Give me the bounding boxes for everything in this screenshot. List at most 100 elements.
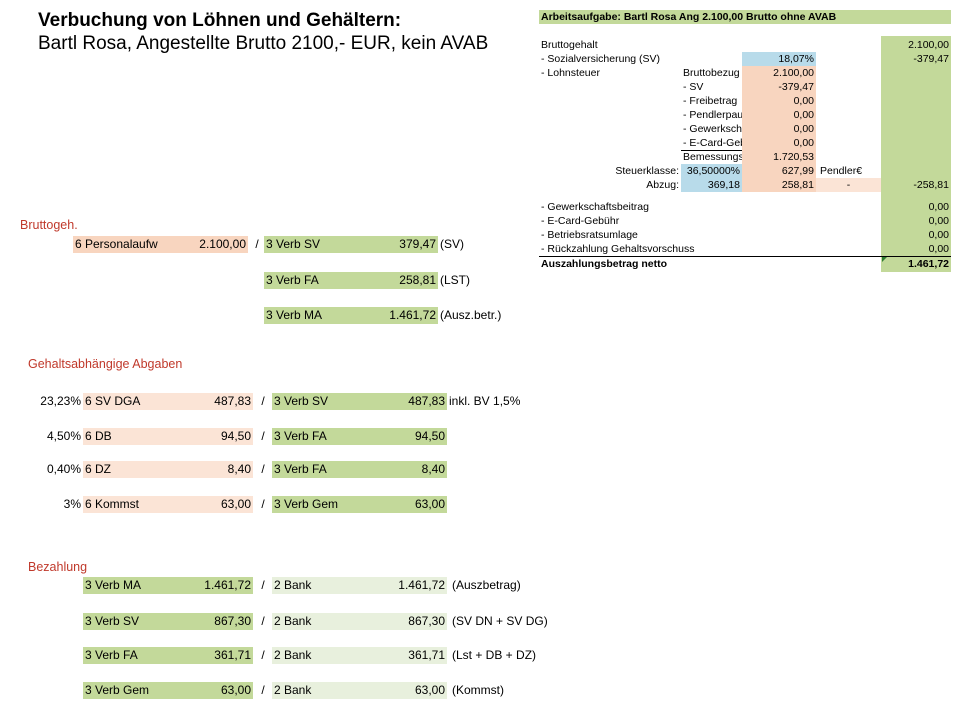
debit-amount: 1.461,72 bbox=[183, 577, 253, 594]
steuerklasse-value: 627,99 bbox=[742, 164, 816, 178]
calc-label: - Freibetrag bbox=[683, 95, 738, 107]
separator: / bbox=[261, 497, 265, 511]
debit-account: 3 Verb SV bbox=[83, 613, 183, 630]
lst-label: - Lohnsteuer bbox=[541, 67, 600, 79]
rate: 0,40% bbox=[46, 462, 81, 476]
credit-account: 3 Verb MA bbox=[264, 307, 344, 324]
rate: 3% bbox=[63, 497, 81, 511]
rate: 4,50% bbox=[46, 429, 81, 443]
credit-amount: 63,00 bbox=[357, 682, 447, 699]
worksheet-header: Arbeitsaufgabe: Bartl Rosa Ang 2.100,00 … bbox=[539, 10, 951, 24]
debit-account: 6 Personalaufw bbox=[73, 236, 193, 253]
credit-note: (SV DN + SV DG) bbox=[452, 614, 548, 628]
abzug-value: -258,81 bbox=[913, 179, 949, 191]
calc-value: 0,00 bbox=[742, 136, 816, 150]
credit-note: (Lst + DB + DZ) bbox=[452, 648, 537, 662]
calc-label: - Gewerkschaft bbox=[683, 123, 742, 135]
page-subtitle: Bartl Rosa, Angestellte Brutto 2100,- EU… bbox=[38, 33, 489, 54]
net-label: Auszahlungsbetrag netto bbox=[541, 258, 668, 270]
debit-amount: 2.100,00 bbox=[193, 236, 248, 253]
abzug-dash: - bbox=[816, 178, 881, 192]
credit-account: 2 Bank bbox=[272, 577, 357, 594]
deduction-value: 0,00 bbox=[928, 243, 949, 255]
calc-value: 0,00 bbox=[742, 94, 816, 108]
debit-amount: 63,00 bbox=[183, 682, 253, 699]
credit-amount: 258,81 bbox=[344, 272, 438, 289]
section-heading-abgaben: Gehaltsabhängige Abgaben bbox=[28, 357, 183, 371]
deduction-label: - E-Card-Gebühr bbox=[541, 215, 620, 227]
credit-amount: 94,50 bbox=[357, 428, 447, 445]
debit-amount: 94,50 bbox=[183, 428, 253, 445]
credit-amount: 361,71 bbox=[357, 647, 447, 664]
divider bbox=[539, 256, 951, 257]
debit-account: 3 Verb Gem bbox=[83, 682, 183, 699]
deduction-value: 0,00 bbox=[928, 201, 949, 213]
credit-account: 3 Verb FA bbox=[264, 272, 344, 289]
separator: / bbox=[255, 237, 259, 251]
calc-label: Bruttobezug bbox=[683, 67, 740, 79]
deduction-value: 0,00 bbox=[928, 215, 949, 227]
credit-amount: 379,47 bbox=[344, 236, 438, 253]
sv-value: -379,47 bbox=[913, 53, 949, 65]
abzug-a: 369,18 bbox=[681, 178, 742, 192]
deduction-label: - Gewerkschaftsbeitrag bbox=[541, 201, 649, 213]
credit-account: 3 Verb Gem bbox=[272, 496, 357, 513]
credit-amount: 1.461,72 bbox=[344, 307, 438, 324]
credit-note: (Ausz.betr.) bbox=[440, 308, 502, 322]
credit-note: inkl. BV 1,5% bbox=[449, 394, 521, 408]
credit-amount: 8,40 bbox=[357, 461, 447, 478]
calc-label: Bemessungsgrundlage bbox=[683, 151, 742, 163]
sv-rate: 18,07% bbox=[742, 52, 816, 66]
calc-value: 1.720,53 bbox=[742, 150, 816, 164]
debit-amount: 867,30 bbox=[183, 613, 253, 630]
separator: / bbox=[261, 429, 265, 443]
bruttogehalt-label: Bruttogehalt bbox=[541, 39, 598, 51]
debit-amount: 361,71 bbox=[183, 647, 253, 664]
worksheet: Arbeitsaufgabe: Bartl Rosa Ang 2.100,00 … bbox=[539, 10, 951, 272]
page-title: Verbuchung von Löhnen und Gehältern: bbox=[38, 10, 402, 31]
calc-label: - E-Card-Gebühr bbox=[683, 137, 742, 149]
credit-account: 3 Verb SV bbox=[272, 393, 357, 410]
credit-amount: 487,83 bbox=[357, 393, 447, 410]
calc-label: - SV bbox=[683, 81, 704, 93]
credit-account: 2 Bank bbox=[272, 682, 357, 699]
credit-account: 2 Bank bbox=[272, 647, 357, 664]
credit-note: (Kommst) bbox=[452, 683, 504, 697]
calc-value: 2.100,00 bbox=[742, 66, 816, 80]
calc-value: 0,00 bbox=[742, 122, 816, 136]
credit-note: (SV) bbox=[440, 237, 464, 251]
section-heading-bezahlung: Bezahlung bbox=[28, 560, 88, 574]
deduction-label: - Betriebsratsumlage bbox=[541, 229, 638, 241]
separator: / bbox=[261, 648, 265, 662]
deduction-value: 0,00 bbox=[928, 229, 949, 241]
abzug-label: Abzug: bbox=[646, 179, 679, 191]
debit-amount: 487,83 bbox=[183, 393, 253, 410]
credit-amount: 63,00 bbox=[357, 496, 447, 513]
calc-label: - Pendlerpauschale bbox=[683, 109, 742, 121]
credit-amount: 1.461,72 bbox=[357, 577, 447, 594]
credit-account: 3 Verb SV bbox=[264, 236, 344, 253]
sv-label: - Sozialversicherung (SV) bbox=[541, 53, 661, 65]
abzug-b: 258,81 bbox=[742, 178, 816, 192]
steuerklasse-label: Steuerklasse: bbox=[615, 165, 679, 177]
separator: / bbox=[261, 394, 265, 408]
net-value: 1.461,72 bbox=[908, 258, 949, 270]
separator: / bbox=[261, 462, 265, 476]
debit-account: 3 Verb FA bbox=[83, 647, 183, 664]
debit-account: 6 Kommst bbox=[83, 496, 183, 513]
rate: 23,23% bbox=[40, 394, 81, 408]
section-heading-bruttogehalt: Bruttogeh. bbox=[20, 218, 78, 232]
steuerklasse-rate: 36,50000% bbox=[681, 164, 742, 178]
separator: / bbox=[261, 683, 265, 697]
pendler-label: Pendler€ bbox=[820, 165, 863, 177]
debit-account: 3 Verb MA bbox=[83, 577, 183, 594]
credit-account: 3 Verb FA bbox=[272, 428, 357, 445]
deduction-label: - Rückzahlung Gehaltsvorschuss bbox=[541, 243, 695, 255]
debit-account: 6 DZ bbox=[83, 461, 183, 478]
debit-amount: 63,00 bbox=[183, 496, 253, 513]
value-column bbox=[881, 36, 951, 272]
bruttogehalt-value: 2.100,00 bbox=[908, 39, 949, 51]
credit-account: 2 Bank bbox=[272, 613, 357, 630]
cell-marker-icon bbox=[882, 257, 887, 262]
credit-amount: 867,30 bbox=[357, 613, 447, 630]
